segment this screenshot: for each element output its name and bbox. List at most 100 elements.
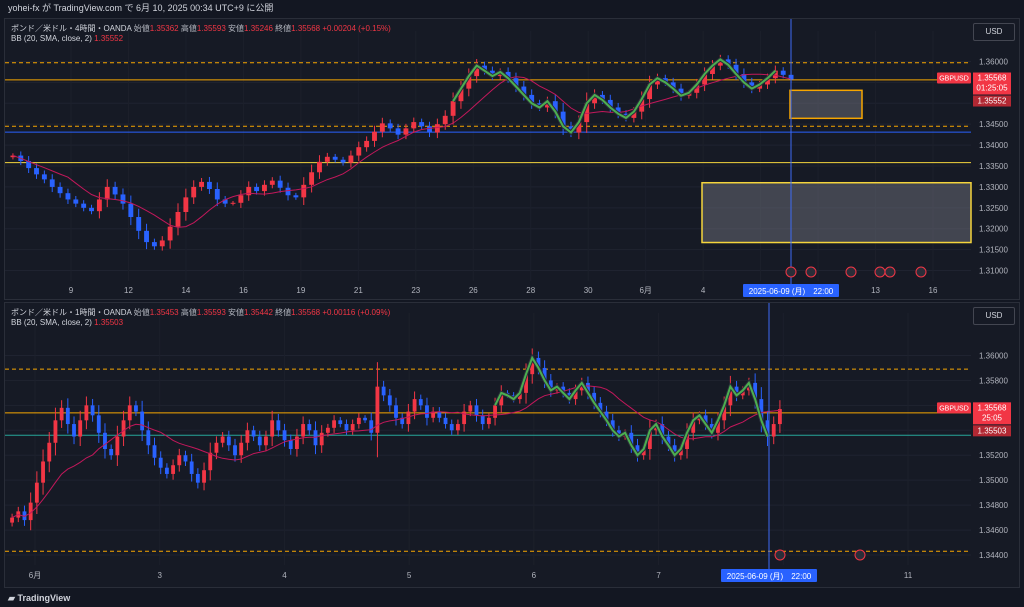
economic-event-icon xyxy=(874,266,886,278)
zone-box xyxy=(789,89,863,120)
candle-body xyxy=(474,405,479,416)
candle-body xyxy=(293,195,299,198)
y-tick-label: 1.35800 xyxy=(979,376,1008,385)
x-tick-label: 23 xyxy=(411,286,420,295)
legend-open-label: 始値 xyxy=(133,24,150,33)
chart-panel-4h[interactable]: 1.360001.355001.350001.345001.340001.335… xyxy=(4,18,1020,300)
candle-body xyxy=(65,193,71,200)
wave-path xyxy=(494,355,769,457)
countdown: 25:05 xyxy=(982,413,1003,422)
candle-body xyxy=(780,70,786,75)
candle-body xyxy=(548,380,553,391)
candle-body xyxy=(635,445,640,456)
candle-body xyxy=(655,78,660,85)
candle-body xyxy=(584,103,590,123)
candle-body xyxy=(319,432,324,446)
legend-bb-value: 1.35552 xyxy=(94,34,124,43)
y-tick-label: 1.31000 xyxy=(979,267,1008,276)
candle-body xyxy=(387,395,392,406)
legend-1h: ポンド／米ドル・1時間・OANDA 始値1.35453 高値1.35593 安値… xyxy=(11,307,390,318)
candle-body xyxy=(41,174,47,180)
candle-body xyxy=(641,449,646,456)
candle-body xyxy=(136,217,142,231)
candle-body xyxy=(183,197,189,212)
candle-body xyxy=(480,415,485,425)
legend-low-label: 安値 xyxy=(228,24,245,33)
candle-body xyxy=(616,430,621,437)
legend-high: 1.35593 xyxy=(196,24,226,33)
legend-low: 1.35442 xyxy=(244,308,273,317)
x-tick-label: 12 xyxy=(124,286,133,295)
candle-body xyxy=(78,420,83,437)
candle-body xyxy=(678,88,684,96)
candle-body xyxy=(599,94,605,100)
candle-body xyxy=(702,74,708,85)
candle-body xyxy=(171,465,176,474)
candle-body xyxy=(41,461,45,483)
chart-1h[interactable]: 1.360001.358001.356001.354001.352001.350… xyxy=(5,303,1019,587)
candle-body xyxy=(34,168,39,175)
x-tick-label: 4 xyxy=(282,571,287,580)
economic-event-icon xyxy=(785,266,797,278)
candle-body xyxy=(208,452,213,471)
legend-open-label: 始値 xyxy=(133,308,150,317)
bollinger-middle-line xyxy=(11,385,780,519)
y-tick-label: 1.34400 xyxy=(979,551,1008,560)
candle-body xyxy=(749,82,755,89)
currency-button[interactable]: USD xyxy=(973,23,1015,41)
candle-body xyxy=(499,392,504,406)
candle-body xyxy=(615,107,621,114)
candle-body xyxy=(552,101,558,112)
legend-bb-label: BB (20, SMA, close, 2) xyxy=(11,318,92,327)
candle-body xyxy=(103,432,107,449)
chart-panel-1h[interactable]: 1.360001.358001.356001.354001.352001.350… xyxy=(4,302,1020,588)
candle-body xyxy=(104,186,110,200)
candle-body xyxy=(282,430,287,441)
economic-event-icon xyxy=(774,549,786,561)
candle-body xyxy=(586,382,590,393)
candle-body xyxy=(121,420,126,437)
bb-price-box xyxy=(973,95,1011,107)
candle-body xyxy=(394,405,398,418)
candle-body xyxy=(517,392,522,400)
candle-body xyxy=(245,430,250,443)
candle-body xyxy=(403,128,409,135)
candle-body xyxy=(412,399,417,412)
legend-symbol: ポンド／米ドル・4時間・OANDA xyxy=(11,24,132,33)
candle-body xyxy=(65,407,70,425)
candle-body xyxy=(419,122,425,127)
candle-body xyxy=(406,411,411,425)
candle-body xyxy=(288,440,293,449)
candle-body xyxy=(372,131,377,141)
currency-button[interactable]: USD xyxy=(973,307,1015,325)
economic-event-icon xyxy=(915,266,927,278)
candle-body xyxy=(239,442,244,456)
candle-body xyxy=(57,186,63,194)
legend-high-label: 高値 xyxy=(180,24,197,33)
candle-body xyxy=(395,128,401,135)
candle-body xyxy=(195,473,200,483)
candle-body xyxy=(466,76,472,89)
y-tick-label: 1.33000 xyxy=(979,183,1008,192)
candle-body xyxy=(202,470,206,483)
candle-body xyxy=(73,199,79,204)
candle-body xyxy=(72,424,76,437)
candle-body xyxy=(120,194,126,204)
publish-title: yohei-fx が TradingView.com で 6月 10, 2025… xyxy=(8,3,274,13)
candle-body xyxy=(486,417,491,425)
candle-body xyxy=(437,411,442,418)
bb-price: 1.35552 xyxy=(978,97,1007,106)
candle-body xyxy=(474,65,480,77)
candle-body xyxy=(356,147,362,156)
x-tick-label: 3 xyxy=(157,571,162,580)
candle-body xyxy=(741,74,747,83)
legend-bb-4h: BB (20, SMA, close, 2) 1.35552 xyxy=(11,34,123,43)
candle-body xyxy=(189,461,194,474)
candle-body xyxy=(81,203,87,208)
x-tick-label: 28 xyxy=(526,286,535,295)
candle-body xyxy=(96,199,102,212)
chart-4h[interactable]: 1.360001.355001.350001.345001.340001.335… xyxy=(5,19,1019,299)
candle-body xyxy=(332,156,338,160)
x-tick-label: 7 xyxy=(656,571,661,580)
y-tick-label: 1.31500 xyxy=(979,246,1008,255)
